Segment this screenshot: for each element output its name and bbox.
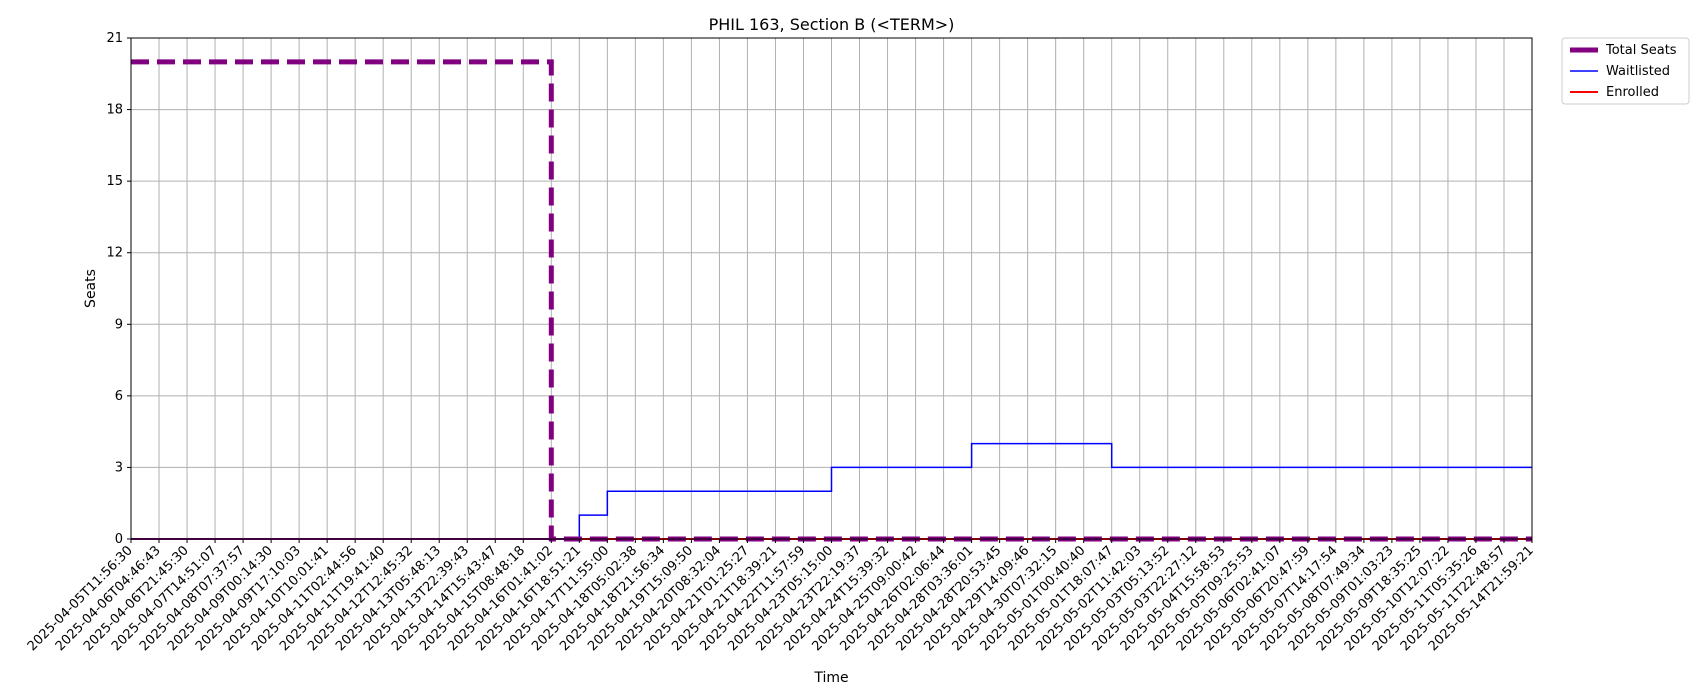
y-tick-label: 15	[106, 174, 123, 189]
y-tick-label: 9	[115, 317, 123, 332]
y-axis: 0 3 6 9 12 15 18 21	[106, 31, 131, 547]
y-tick-label: 21	[106, 31, 123, 46]
y-tick-label: 12	[106, 246, 123, 261]
grid	[130, 37, 1533, 540]
x-axis: 2025-04-05T11:56:302025-04-06T04:46:4320…	[25, 539, 1537, 654]
y-tick-label: 18	[106, 103, 123, 118]
legend-label: Enrolled	[1606, 85, 1659, 100]
legend-box	[1561, 37, 1690, 105]
legend: Total Seats Waitlisted Enrolled	[1561, 37, 1690, 105]
legend-label: Total Seats	[1605, 43, 1677, 58]
y-tick-label: 6	[115, 389, 123, 404]
chart-title: PHIL 163, Section B (<TERM>)	[709, 15, 955, 34]
y-tick-label: 0	[115, 532, 123, 547]
legend-label: Waitlisted	[1606, 64, 1670, 79]
y-axis-title: Seats	[83, 269, 99, 308]
x-axis-title: Time	[813, 670, 848, 686]
y-tick-label: 3	[115, 460, 123, 475]
